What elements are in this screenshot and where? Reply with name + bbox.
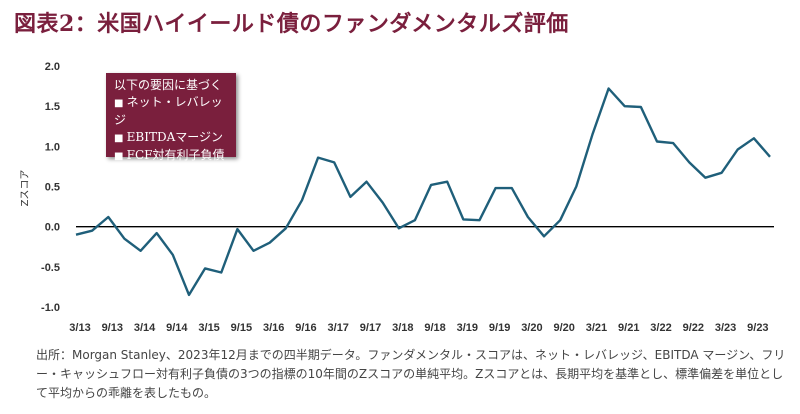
y-tick-label: 0.5 (45, 182, 60, 194)
x-tick-label: 3/23 (715, 322, 736, 334)
x-tick-label: 9/23 (747, 322, 768, 334)
legend-heading: 以下の要因に基づく (114, 78, 223, 92)
x-tick-label: 9/20 (553, 322, 574, 334)
y-tick-label: 2.0 (45, 61, 60, 73)
x-tick-label: 3/15 (198, 322, 219, 334)
legend-item-ebitda-margin: EBITDAマージン (114, 129, 228, 147)
x-tick-label: 9/21 (618, 322, 639, 334)
x-tick-label: 9/14 (166, 322, 188, 334)
x-tick-label: 9/13 (102, 322, 123, 334)
x-tick-label: 3/18 (392, 322, 413, 334)
legend-item-net-leverage: ネット・レバレッジ (114, 94, 228, 129)
x-tick-label: 3/22 (650, 322, 671, 334)
source-note: 出所：Morgan Stanley、2023年12月までの四半期データ。ファンダ… (36, 348, 786, 400)
legend-box: 以下の要因に基づく ネット・レバレッジ EBITDAマージン FCF対有利子負債 (106, 73, 236, 162)
y-axis-label: Zスコア (20, 170, 31, 207)
x-tick-label: 9/15 (231, 322, 252, 334)
x-tick-label: 3/16 (263, 322, 284, 334)
x-tick-label: 9/22 (683, 322, 704, 334)
x-axis-ticks: 3/13 9/13 3/14 9/14 3/15 9/15 3/16 9/16 3/17 9/17… (69, 322, 768, 334)
y-tick-label: -1.0 (41, 302, 60, 314)
x-tick-label: 3/14 (134, 322, 156, 334)
y-tick-label: 1.5 (45, 101, 60, 113)
y-tick-label: 1.0 (45, 141, 60, 153)
x-tick-label: 3/13 (69, 322, 90, 334)
z-score-line (75, 87, 771, 297)
legend-item-fcf-to-debt: FCF対有利子負債 (114, 147, 228, 165)
x-tick-label: 3/19 (457, 322, 478, 334)
x-tick-label: 9/18 (424, 322, 445, 334)
x-tick-label: 3/20 (521, 322, 542, 334)
y-tick-label: -0.5 (41, 262, 60, 274)
x-tick-label: 3/21 (586, 322, 607, 334)
x-tick-label: 9/19 (489, 322, 510, 334)
y-axis-ticks: 2.0 1.5 1.0 0.5 0.0 -0.5 -1.0 (41, 61, 60, 314)
y-tick-label: 0.0 (45, 222, 60, 234)
x-tick-label: 3/17 (328, 322, 349, 334)
chart-title: 図表2：米国ハイイールド債のファンダメンタルズ評価 (14, 11, 569, 37)
x-tick-label: 9/16 (295, 322, 316, 334)
x-tick-label: 9/17 (360, 322, 381, 334)
